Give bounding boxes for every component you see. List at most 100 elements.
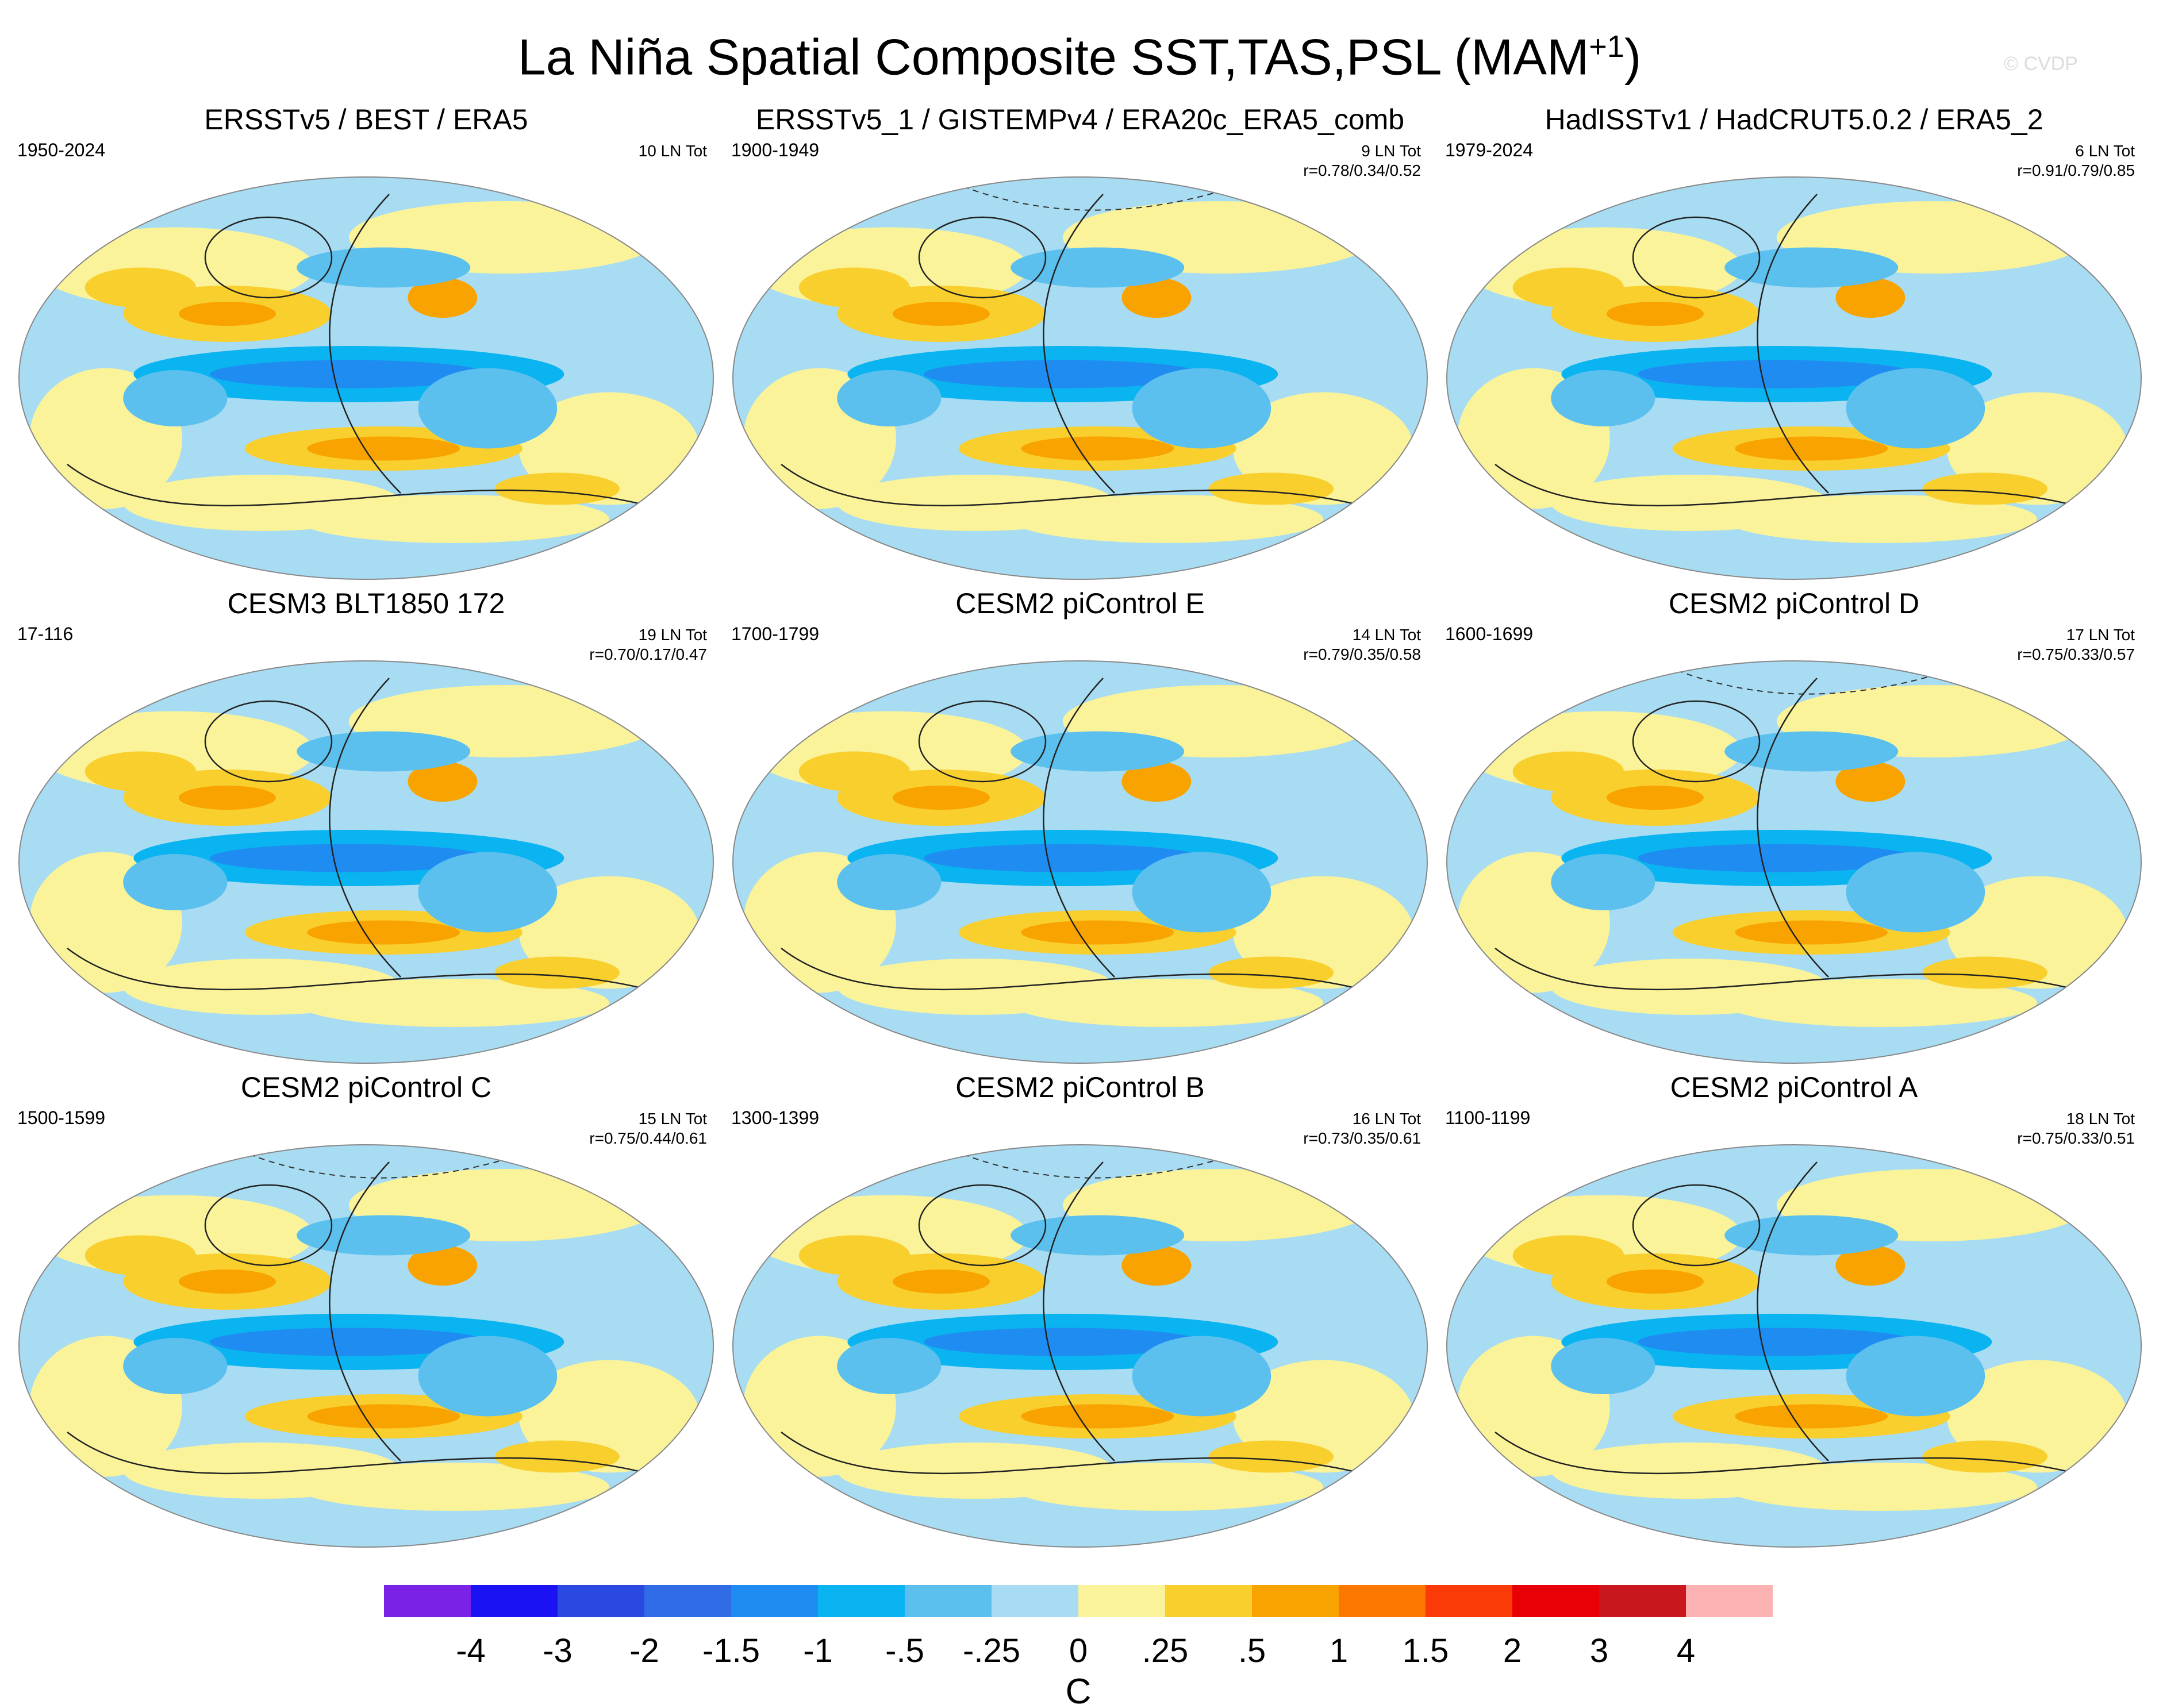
colorbar-tick-label: 2 — [1503, 1632, 1522, 1669]
anomaly-patch — [1606, 1270, 1704, 1294]
panel-event-count: 18 LN Tot — [2066, 1110, 2135, 1128]
anomaly-patch — [210, 360, 488, 388]
map-outline — [1446, 176, 2142, 580]
sst-field — [733, 661, 1427, 1063]
panel-stats: 19 LN Tot r=0.70/0.17/0.47 — [589, 625, 707, 664]
panel-event-count: 15 LN Tot — [638, 1110, 707, 1128]
colorbar-tick-label: 1.5 — [1403, 1632, 1449, 1669]
anomaly-patch — [1922, 1440, 2047, 1473]
colorbar-tick-label: 4 — [1677, 1632, 1695, 1669]
psl-contour — [1043, 1161, 1115, 1461]
anomaly-patch — [1132, 368, 1271, 449]
psl-contour — [204, 700, 333, 783]
sst-field — [1447, 661, 2141, 1063]
anomaly-patch — [892, 1270, 990, 1294]
anomaly-patch — [123, 1338, 228, 1394]
anomaly-patch — [1638, 1328, 1916, 1356]
colorbar-swatch — [1686, 1585, 1773, 1617]
anomaly-patch — [1735, 920, 1888, 945]
panel-event-count: 17 LN Tot — [2066, 626, 2135, 644]
colorbar-swatch — [818, 1585, 905, 1617]
panel-event-count: 19 LN Tot — [638, 626, 707, 644]
panel-correlation: r=0.75/0.33/0.57 — [2017, 645, 2135, 663]
map-panel-5: CESM2 piControl E 1700-1799 14 LN Tot r=0… — [721, 586, 1439, 1080]
sst-field — [733, 177, 1427, 579]
panel-title: HadISSTv1 / HadCRUT5.0.2 / ERA5_2 — [1545, 103, 2043, 136]
anomaly-patch — [1835, 1245, 1906, 1286]
colorbar-tick-label: -2 — [629, 1632, 659, 1669]
psl-contour — [1495, 948, 2093, 995]
anomaly-patch — [418, 852, 558, 933]
panel-years: 1500-1599 — [17, 1107, 106, 1128]
panel-event-count: 14 LN Tot — [1352, 626, 1421, 644]
anomaly-patch — [1835, 278, 1906, 318]
anomaly-patch — [1724, 731, 1899, 772]
anomaly-patch — [1021, 920, 1174, 945]
composite-map — [1446, 176, 2142, 580]
panel-years: 1300-1399 — [731, 1107, 820, 1128]
colorbar-units: C — [1066, 1672, 1092, 1708]
colorbar-tick-label: -1 — [803, 1632, 833, 1669]
psl-contour — [329, 194, 401, 494]
panel-stats: 18 LN Tot r=0.75/0.33/0.51 — [2017, 1109, 2135, 1148]
panel-title: ERSSTv5_1 / GISTEMPv4 / ERA20c_ERA5_comb — [755, 103, 1405, 136]
psl-contour — [1757, 1161, 1829, 1461]
anomaly-patch — [1011, 495, 1323, 543]
anomaly-patch — [1021, 436, 1174, 461]
panel-stats: 9 LN Tot r=0.78/0.34/0.52 — [1303, 141, 1421, 180]
panel-title: CESM3 BLT1850 172 — [227, 587, 505, 620]
psl-contour — [1495, 1432, 2093, 1479]
anomaly-patch — [494, 472, 620, 505]
anomaly-patch — [1735, 436, 1888, 461]
anomaly-patch — [1551, 1338, 1655, 1394]
panel-years: 1700-1799 — [731, 624, 820, 644]
psl-contour — [918, 216, 1047, 299]
composite-map — [1446, 660, 2142, 1064]
anomaly-patch — [1551, 370, 1655, 426]
colorbar: -4 -3 -2 -1.5 -1 -.5 -.25 0 .25 .5 1 1.5 2 3 4 C — [384, 1585, 1773, 1708]
anomaly-patch — [123, 854, 228, 910]
anomaly-patch — [1011, 1215, 1185, 1256]
colorbar-swatch — [1078, 1585, 1165, 1617]
anomaly-patch — [297, 495, 609, 543]
panel-years: 17-116 — [17, 624, 74, 644]
psl-contour — [781, 464, 1380, 511]
map-outline — [1446, 660, 2142, 1064]
anomaly-patch — [1512, 267, 1624, 308]
anomaly-patch — [1121, 761, 1192, 802]
psl-contour-negative — [953, 1150, 1230, 1179]
colorbar-swatch — [384, 1585, 471, 1617]
anomaly-patch — [1132, 1336, 1271, 1417]
map-outline — [18, 660, 714, 1064]
panel-title: CESM2 piControl A — [1670, 1071, 1918, 1103]
colorbar-tick-label: -3 — [543, 1632, 573, 1669]
composite-map — [732, 660, 1428, 1064]
panel-event-count: 10 LN Tot — [638, 142, 707, 160]
psl-contour-negative — [239, 1150, 516, 1179]
colorbar-swatch — [731, 1585, 818, 1617]
panel-correlation: r=0.91/0.79/0.85 — [2017, 161, 2135, 179]
colorbar-tick-label: 1 — [1330, 1632, 1348, 1669]
composite-map — [732, 176, 1428, 580]
panel-stats: 6 LN Tot r=0.91/0.79/0.85 — [2017, 141, 2135, 180]
anomaly-patch — [1606, 786, 1704, 810]
panel-title: CESM2 piControl C — [240, 1071, 492, 1103]
panel-correlation: r=0.79/0.35/0.58 — [1303, 645, 1421, 663]
anomaly-patch — [1846, 852, 1985, 933]
panel-title: CESM2 piControl E — [955, 587, 1205, 620]
anomaly-patch — [1121, 1245, 1192, 1286]
anomaly-patch — [307, 436, 460, 461]
sst-field — [733, 1145, 1427, 1547]
anomaly-patch — [1208, 472, 1334, 505]
psl-contour-negative — [1667, 666, 1944, 695]
panel-event-count: 6 LN Tot — [2075, 142, 2135, 160]
psl-contour — [1632, 700, 1761, 783]
colorbar-swatch — [1165, 1585, 1252, 1617]
panel-years: 1900-1949 — [731, 140, 820, 160]
anomaly-patch — [1551, 854, 1655, 910]
anomaly-patch — [494, 1440, 620, 1473]
panel-correlation: r=0.75/0.44/0.61 — [589, 1129, 707, 1147]
anomaly-patch — [1724, 1463, 2037, 1511]
composite-map — [1446, 1144, 2142, 1548]
anomaly-patch — [1835, 761, 1906, 802]
